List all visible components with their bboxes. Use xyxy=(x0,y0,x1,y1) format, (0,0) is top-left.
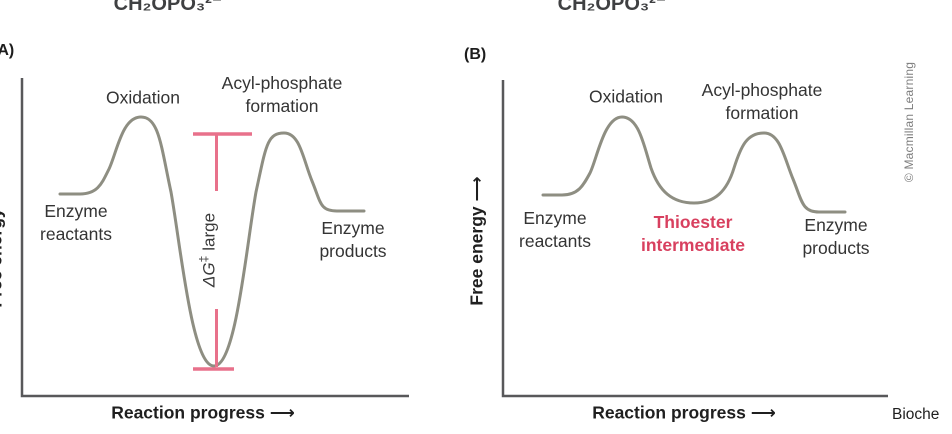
formula-b: CH₂OPO₃²⁻ xyxy=(557,0,667,15)
x-axis-label-a: Reaction progress ⟶ xyxy=(111,402,295,423)
double-dagger-icon: ‡ xyxy=(196,255,211,263)
x-axis-label-b: Reaction progress ⟶ xyxy=(592,402,776,423)
panel-b-curve xyxy=(541,115,847,214)
corner-text: Bioche xyxy=(892,406,940,423)
panel-b-tag: (B) xyxy=(464,46,487,63)
acyl-phosphate-label-a: Acyl-phosphate formation xyxy=(221,73,343,116)
delta-g-word: large xyxy=(199,212,219,251)
panel-a-tag: (A) xyxy=(0,42,15,59)
credit-macmillan: © Macmillan Learning xyxy=(902,61,916,183)
oxidation-label-a: Oxidation xyxy=(106,87,180,108)
enzyme-reactants-label-b: Enzyme reactants xyxy=(519,208,591,251)
panel-a-curve xyxy=(58,115,366,368)
enzyme-products-label-a: Enzyme products xyxy=(319,218,387,261)
enzyme-products-label-b: Enzyme products xyxy=(802,215,870,258)
formula-a: CH₂OPO₃²⁻ xyxy=(113,0,223,15)
enzyme-reactants-label-a: Enzyme reactants xyxy=(40,201,112,244)
oxidation-label-b: Oxidation xyxy=(589,86,663,107)
thioester-intermediate-label: Thioester intermediate xyxy=(640,212,746,255)
acyl-phosphate-label-b: Acyl-phosphate formation xyxy=(701,80,823,123)
delta-g-symbol: ΔG xyxy=(199,262,219,288)
delta-g-label: ΔG‡ large xyxy=(197,213,220,287)
y-axis-label-b: Free energy ⟶ xyxy=(466,176,487,306)
y-axis-label-a: Free energy ⟶ xyxy=(0,178,6,308)
panel-a-axes xyxy=(20,78,409,398)
panel-b-axes xyxy=(501,80,888,398)
delta-g-bracket xyxy=(193,132,252,371)
